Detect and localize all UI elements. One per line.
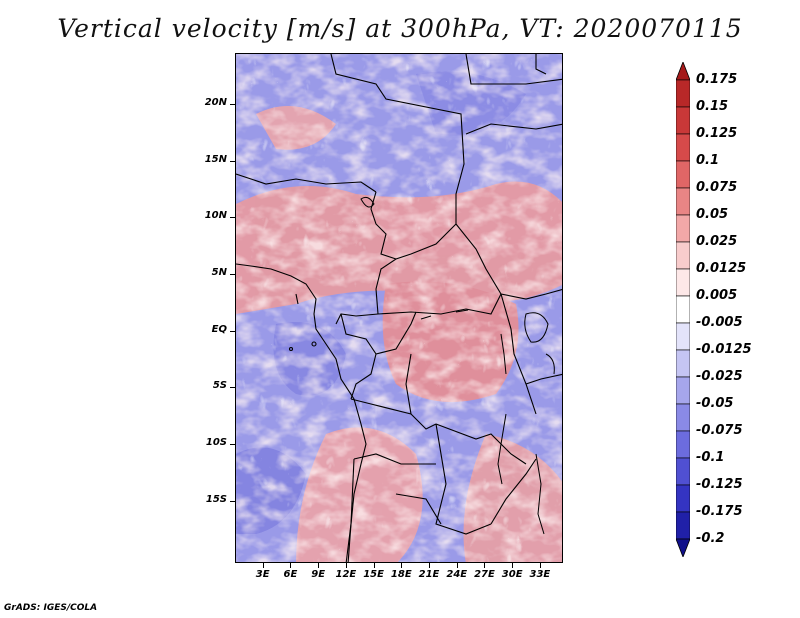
country-borders: [236, 54, 562, 562]
great-lakes: [360, 196, 555, 535]
coastline: [236, 263, 367, 562]
colorbar-bin: [676, 430, 690, 459]
lat-tick: [230, 104, 235, 105]
map-title: Vertical velocity [m/s] at 300hPa, VT: 2…: [57, 14, 743, 43]
colorbar-label: 0.0125: [696, 261, 747, 276]
colorbar-label: -0.1: [696, 450, 725, 465]
lon-label: 27E: [474, 569, 495, 580]
lat-tick: [230, 160, 235, 162]
lon-label: 21E: [418, 569, 440, 580]
lon-label: 15E: [363, 569, 384, 580]
lat-label: 20N: [204, 97, 227, 108]
colorbar-label: 0.025: [696, 234, 738, 249]
lat-tick: [230, 274, 235, 275]
colorbar-label: -0.2: [696, 531, 725, 546]
colorbar-bin: [676, 268, 690, 297]
lon-label: 30E: [501, 569, 523, 580]
colorbar-bin: [676, 457, 690, 486]
lon-tick: [456, 563, 458, 568]
lon-label: 9E: [311, 569, 326, 580]
lon-tick: [484, 563, 486, 568]
lat-label: 15N: [204, 153, 227, 165]
colorbar-bin: [676, 160, 690, 189]
colorbar-label: -0.025: [696, 369, 743, 384]
colorbar-label: -0.075: [696, 423, 743, 438]
colorbar-bottom-arrow: [676, 538, 690, 557]
lon-label: 3E: [255, 569, 270, 580]
colorbar-label: -0.0125: [696, 342, 752, 357]
lat-tick: [230, 444, 235, 445]
colorbar-bin: [676, 403, 690, 432]
colorbar-bin: [676, 133, 690, 162]
colorbar-bin: [676, 511, 690, 540]
lat-label: 15S: [205, 493, 227, 505]
colorbar-bin: [676, 214, 690, 243]
lon-tick: [512, 563, 514, 568]
lon-tick: [373, 563, 375, 568]
colorbar-top-arrow: [676, 62, 690, 81]
colorbar-label: 0.15: [696, 99, 729, 114]
lon-label: 33E: [529, 569, 551, 580]
velocity-field-map: [236, 54, 562, 562]
lat-tick: [230, 387, 235, 389]
lat-tick: [230, 330, 235, 332]
lon-tick: [429, 563, 431, 568]
lon-label: 18E: [390, 569, 412, 580]
lat-label: 5N: [211, 267, 227, 278]
colorbar-label: 0.175: [696, 72, 738, 87]
lon-tick: [262, 563, 264, 568]
lat-label: 10S: [205, 437, 227, 448]
colorbar-label: -0.05: [696, 396, 734, 411]
colorbar-label: -0.175: [696, 504, 743, 519]
lon-tick: [539, 563, 541, 568]
colorbar-bin: [676, 322, 690, 351]
colorbar-bin: [676, 106, 690, 135]
colorbar-label: 0.05: [696, 207, 729, 222]
colorbar-label: -0.125: [696, 477, 743, 492]
colorbar-label: 0.075: [696, 180, 738, 195]
color-bar: [676, 62, 690, 557]
colorbar-bin: [676, 349, 690, 378]
colorbar-bin: [676, 376, 690, 405]
colorbar-label: 0.005: [696, 288, 738, 303]
lat-label: EQ: [211, 323, 227, 335]
lat-tick: [230, 217, 235, 219]
colorbar-label: 0.1: [696, 153, 720, 168]
lon-tick: [318, 563, 320, 568]
colorbar-bin: [676, 241, 690, 270]
lon-label: 6E: [283, 569, 298, 580]
lon-label: 24E: [446, 569, 468, 580]
colorbar-bin: [676, 295, 690, 324]
colorbar-bin: [676, 79, 690, 108]
lon-tick: [345, 563, 347, 568]
lat-label: 5S: [212, 380, 227, 392]
grads-credit: GrADS: IGES/COLA: [4, 603, 98, 613]
lat-tick: [230, 500, 235, 502]
lon-tick: [290, 563, 292, 568]
colorbar-bin: [676, 484, 690, 513]
colorbar-bin: [676, 187, 690, 216]
lon-label: 12E: [335, 569, 357, 580]
map-plot-area: [235, 53, 563, 563]
lon-tick: [401, 563, 403, 568]
colorbar-label: -0.005: [696, 315, 743, 330]
colorbar-label: 0.125: [696, 126, 738, 141]
lat-label: 10N: [204, 210, 227, 222]
